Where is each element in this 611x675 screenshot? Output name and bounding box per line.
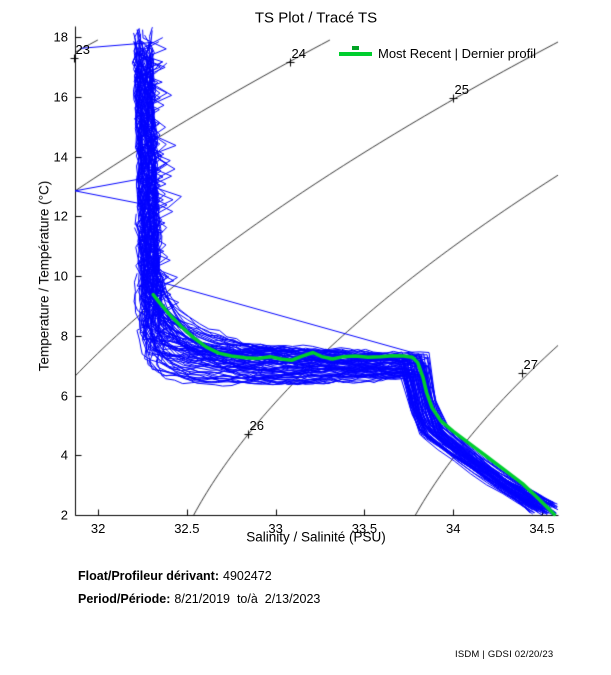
isopycnal-label: 24 [291, 45, 306, 61]
y-tick-label: 2 [60, 507, 68, 523]
y-tick-label: 16 [53, 89, 68, 105]
legend-line-sample [339, 52, 372, 56]
figure-footer: Float/Profileur dérivant: 4902472 Period/… [78, 569, 320, 615]
y-tick-label: 6 [60, 388, 68, 403]
float-id-label: Float/Profileur dérivant: [78, 569, 219, 583]
chart-title: TS Plot / Tracé TS [254, 9, 378, 27]
isopycnal-label: 26 [249, 417, 264, 433]
isopycnal-label: 27 [523, 356, 538, 372]
y-tick-label: 14 [53, 149, 68, 164]
x-tick-label: 32 [90, 521, 106, 536]
y-tick-label: 8 [60, 328, 68, 344]
float-id-value: 4902472 [223, 569, 272, 583]
period-label: Period/Période: [78, 592, 171, 606]
y-tick-label: 18 [53, 29, 68, 45]
float-id-line: Float/Profileur dérivant: 4902472 [78, 569, 320, 583]
y-tick-label: 4 [60, 447, 68, 463]
x-axis-label: Salinity / Salinité (PSU) [246, 529, 386, 545]
x-tick-label: 32.5 [174, 521, 200, 536]
legend-label: Most Recent | Dernier profil [378, 46, 536, 61]
x-tick-label: 34.5 [529, 521, 555, 536]
issuer-stamp: ISDM | GDSI 02/20/23 [455, 649, 554, 660]
isopycnal-label: 23 [75, 41, 90, 57]
isopycnal-label: 25 [454, 81, 469, 97]
period-value: 8/21/2019 to/à 2/13/2023 [174, 592, 321, 606]
period-line: Period/Période: 8/21/2019 to/à 2/13/2023 [78, 592, 320, 606]
x-tick-label: 33 [268, 521, 283, 536]
x-tick-label: 34 [445, 521, 461, 536]
y-tick-label: 12 [53, 208, 68, 224]
y-axis-label: Temperature / Température (°C) [36, 180, 52, 372]
x-tick-label: 33.5 [351, 521, 378, 536]
y-tick-label: 10 [53, 268, 68, 284]
legend-line-marker [352, 46, 359, 50]
